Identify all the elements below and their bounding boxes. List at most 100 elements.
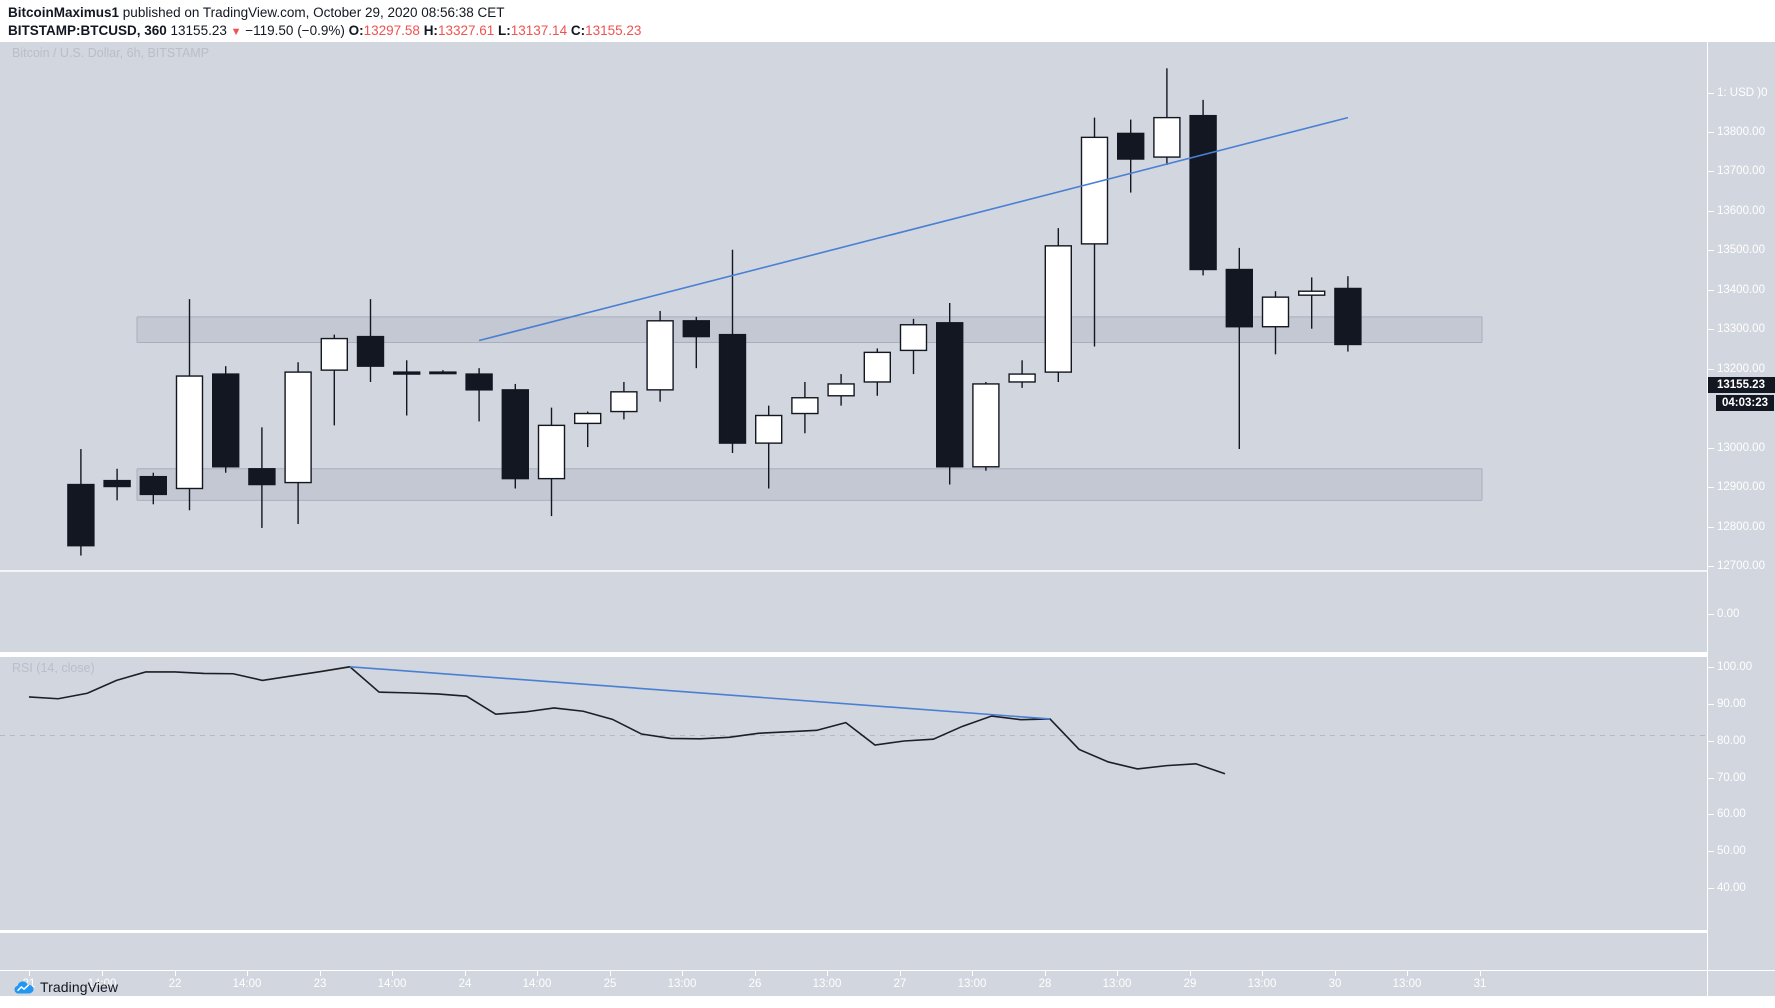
- candle-body-up: [646, 320, 674, 391]
- time-axis-tick: [465, 971, 466, 976]
- candle-body-up: [755, 414, 783, 444]
- time-axis-label: 13:00: [812, 978, 842, 990]
- time-axis-label: 14:00: [87, 978, 117, 990]
- time-axis-label: 13:00: [667, 978, 697, 990]
- price-axis-label: 12900.00: [1717, 481, 1765, 494]
- support-zone: [136, 468, 1483, 501]
- candle-body-up: [827, 383, 855, 397]
- time-axis-label: 30: [1328, 978, 1342, 990]
- tradingview-logo[interactable]: TradingView: [14, 979, 118, 995]
- time-axis-label: 24: [458, 978, 472, 990]
- time-axis-tick: [1407, 971, 1408, 976]
- price-axis-label: 12800.00: [1717, 520, 1765, 533]
- candle-body-down: [1116, 132, 1145, 160]
- rsi-axis-label: 90.00: [1717, 698, 1746, 710]
- ohlc-c-label: C:: [570, 23, 586, 38]
- price-axis-tick: [1708, 447, 1714, 449]
- candle-body-up: [1044, 245, 1073, 373]
- publish-info: published on TradingView.com, October 29…: [122, 5, 505, 20]
- time-axis-tick: [1045, 971, 1046, 976]
- ohlc-o-value: 13297.58: [363, 23, 420, 38]
- symbol-label: BITSTAMP:BTCUSD, 360: [8, 23, 167, 38]
- price-axis-label-zero: 0.00: [1717, 608, 1740, 620]
- ohlc-o-label: O:: [348, 23, 364, 38]
- ohlc-h-label: H:: [423, 23, 438, 38]
- time-axis-label: 22: [168, 978, 182, 990]
- bar-countdown-tag[interactable]: 04:03:23: [1716, 395, 1775, 412]
- chart-header: BitcoinMaximus1 published on TradingView…: [0, 0, 1775, 42]
- candle-body-down: [103, 479, 131, 488]
- candle-body-up: [284, 371, 312, 484]
- rsi-axis-label: 40.00: [1717, 881, 1746, 894]
- candle-body-up: [574, 412, 602, 425]
- price-axis-tick: [1708, 526, 1714, 528]
- time-axis-tick: [392, 971, 393, 976]
- pane-separator-1[interactable]: [0, 652, 1707, 655]
- rsi-line: [28, 665, 1226, 775]
- time-axis-tick: [1335, 971, 1336, 976]
- time-axis-label: 13:00: [957, 978, 987, 990]
- footer: [0, 996, 1775, 1008]
- price-axis-tick: [1708, 171, 1714, 173]
- time-axis-tick: [537, 971, 538, 976]
- time-scale-divider: [1707, 971, 1708, 997]
- price-axis-tick: [1708, 329, 1714, 331]
- candle-series: [67, 68, 1362, 556]
- price-change: −119.50 (−0.9%): [245, 23, 345, 38]
- candle-body-up: [320, 337, 348, 371]
- rsi-axis-tick: [1708, 740, 1714, 742]
- rsi-pane[interactable]: RSI (14, close): [0, 657, 1707, 930]
- time-axis-tick: [175, 971, 176, 976]
- time-axis-tick: [1190, 971, 1191, 976]
- candle-body-up: [175, 375, 204, 490]
- rsi-axis-tick: [1708, 667, 1714, 669]
- candle-body-up: [1153, 116, 1181, 158]
- time-axis-tick: [610, 971, 611, 976]
- price-axis-label: 13300.00: [1717, 323, 1765, 336]
- chart-area[interactable]: Bitcoin / U.S. Dollar, 6h, BITSTAMP RSI …: [0, 42, 1775, 970]
- rsi-plot: [0, 665, 1707, 775]
- price-axis-tick: [1708, 210, 1714, 212]
- candle-body-up: [1080, 136, 1109, 245]
- candle-body-down: [1334, 287, 1362, 346]
- down-arrow-icon: ▼: [230, 26, 242, 38]
- time-axis-label: 25: [603, 978, 617, 990]
- candle-body-down: [356, 335, 385, 367]
- candle-body-down: [1225, 268, 1254, 328]
- pane-separator-3: [0, 930, 1707, 933]
- time-axis-tick: [1480, 971, 1481, 976]
- time-axis-tick: [102, 971, 103, 976]
- time-scale[interactable]: 21 14:00 22 14:00 23 14:00 24 14:00 25 13:00 26 13:…: [0, 970, 1775, 997]
- price-axis-label: 13400.00: [1717, 283, 1765, 296]
- candle-body-up: [899, 324, 928, 352]
- price-axis-label: 12700.00: [1717, 560, 1765, 572]
- time-axis-tick: [682, 971, 683, 976]
- price-axis-label: 13000.00: [1717, 441, 1765, 454]
- time-axis-label: 14:00: [232, 978, 262, 990]
- time-axis-tick: [900, 971, 901, 976]
- time-axis-label: 13:00: [1247, 978, 1277, 990]
- last-price: 13155.23: [170, 23, 227, 38]
- candle-body-up: [972, 383, 1000, 468]
- time-axis-label: 29: [1183, 978, 1197, 990]
- candle-body-down: [718, 333, 747, 444]
- time-axis-tick: [827, 971, 828, 976]
- candle-body-down: [429, 371, 457, 375]
- time-axis-label: 31: [1473, 978, 1487, 990]
- price-pane[interactable]: Bitcoin / U.S. Dollar, 6h, BITSTAMP: [0, 42, 1707, 652]
- cloud-chart-icon: [14, 981, 34, 994]
- rsi-bearish-trendline: [349, 665, 1051, 720]
- candle-body-down: [393, 371, 421, 375]
- rsi-axis-label: 70.00: [1717, 771, 1746, 784]
- rsi-axis-label: 80.00: [1717, 734, 1746, 747]
- time-axis-tick: [972, 971, 973, 976]
- price-scale[interactable]: 1: USD )0 13800.00 13700.00 13600.00 13500.0…: [1707, 42, 1775, 970]
- header-quote-line: BITSTAMP:BTCUSD, 360 13155.23 ▼ −119.50 …: [8, 22, 1775, 41]
- ohlc-l-value: 13137.14: [510, 23, 568, 38]
- current-price-tag[interactable]: 13155.23: [1708, 377, 1775, 394]
- price-axis-tick: [1708, 289, 1714, 291]
- ohlc-l-label: L:: [498, 23, 511, 38]
- candle-body-down: [682, 320, 710, 338]
- price-axis-label: 13800.00: [1717, 126, 1765, 138]
